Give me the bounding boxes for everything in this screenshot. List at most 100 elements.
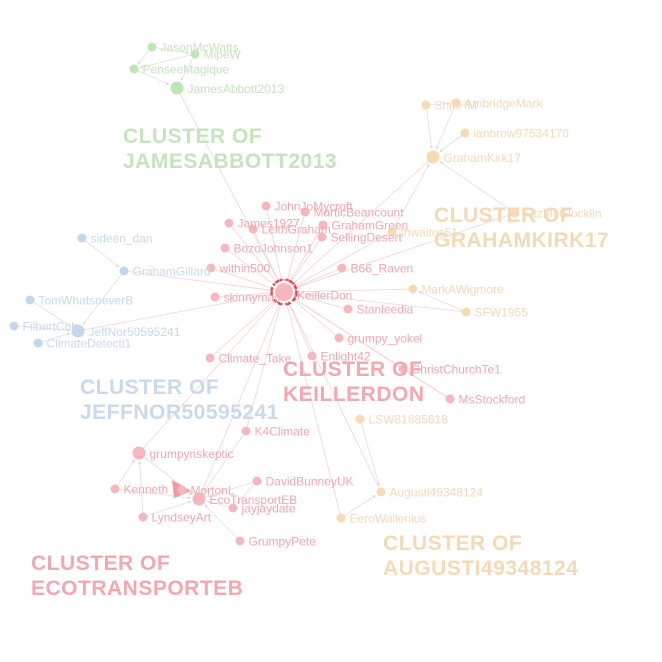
cluster-label-line2: AUGUSTI49348124 — [383, 557, 578, 580]
node-jayjaydate[interactable] — [228, 503, 238, 513]
node-JohnJoMycroft[interactable] — [261, 201, 271, 211]
edge-LyndseyArt-EcoTransportEB — [142, 500, 192, 518]
cluster-label-keillerdon: CLUSTER OF KEILLERDON — [283, 358, 425, 406]
node-grumpy_yokel[interactable] — [334, 333, 344, 343]
node-label-B66_Raven: B66_Raven — [351, 261, 414, 275]
cluster-label-line2: ECOTRANSPORTEB — [31, 577, 243, 600]
edge-JamesAbbott2013-KeillerDon — [176, 87, 280, 283]
node-label-JeffNor50595241: JeffNor50595241 — [89, 325, 181, 339]
node-SellingDesert[interactable] — [317, 232, 327, 242]
node-AmbridgeMark[interactable] — [451, 98, 461, 108]
edge-AmbridgeMark-GrahamKirk17 — [435, 102, 457, 150]
node-Augusti49348124[interactable] — [376, 487, 386, 497]
cluster-label-line2: KEILLERDON — [283, 383, 425, 406]
cluster-label-line1: CLUSTER OF — [31, 552, 170, 575]
node-JamesAbbott2013[interactable] — [170, 81, 184, 95]
edge-TomWhatsoeverB-JeffNor50595241 — [29, 299, 72, 327]
node-label-TomWhatsoeverB: TomWhatsoeverB — [39, 293, 134, 307]
node-EcoTransportEB[interactable] — [192, 492, 206, 506]
node-Stanleedia[interactable] — [343, 304, 353, 314]
edge-MsStockford-KeillerDon — [292, 297, 451, 400]
node-DavidBunneyUK[interactable] — [252, 476, 262, 486]
node-B66_Raven[interactable] — [337, 263, 347, 273]
node-ChristChurchTe1[interactable] — [398, 364, 408, 374]
node-label-Kenneth: Kenneth — [124, 482, 169, 496]
node-GrumpyPete[interactable] — [235, 536, 245, 546]
hub-ring — [271, 279, 297, 305]
node-KeillerDon[interactable] — [275, 283, 293, 301]
nodes-layer — [9, 42, 520, 546]
edge-skinnymac-KeillerDon — [214, 291, 274, 298]
node-label-KeillerDon: KeillerDon — [297, 289, 352, 303]
node-PenseeMagique[interactable] — [129, 64, 139, 74]
node-MsStockford[interactable] — [445, 394, 455, 404]
node-label-GrahamGillard: GrahamGillard — [133, 264, 211, 278]
node-MortonL[interactable] — [177, 485, 187, 495]
cluster-label-line1: CLUSTER OF — [283, 358, 422, 381]
node-label-MortonL: MortonL — [191, 483, 235, 497]
node-JasonMcWatts[interactable] — [147, 42, 157, 52]
node-Climate_Take[interactable] — [205, 353, 215, 363]
node-label-FilbertCob: FilbertCob — [23, 319, 79, 333]
node-labels-layer: KeillerDon JasonMcWattsMipeWPenseeMagique… — [23, 40, 602, 548]
node-LeithGraham[interactable] — [248, 224, 258, 234]
edge-MarkAWigmore-KeillerDon — [294, 288, 414, 294]
cluster-label-line2: JAMESABBOTT2013 — [123, 150, 337, 173]
node-FitzMcGlocklin[interactable] — [510, 208, 520, 218]
node-ClimateDetecti1[interactable] — [33, 338, 43, 348]
node-label-SFW1955: SFW1955 — [475, 305, 529, 319]
node-ianbrow97534170[interactable] — [460, 128, 470, 138]
node-TomWhatsoeverB[interactable] — [25, 295, 35, 305]
node-MarticBeancount[interactable] — [300, 207, 310, 217]
node-label-JohnJoMycroft: JohnJoMycroft — [275, 199, 354, 213]
node-label-grumpynskeptic: grumpynskeptic — [150, 447, 234, 461]
node-GrahamGreen[interactable] — [318, 220, 328, 230]
node-LyndseyArt[interactable] — [138, 512, 148, 522]
node-MarkAWigmore[interactable] — [408, 284, 418, 294]
edge-FitzMcGlocklin-KeillerDon — [293, 212, 516, 290]
edge-JohnJoMycroft-KeillerDon — [265, 205, 283, 282]
node-label-within500: within500 — [219, 261, 271, 275]
node-GrahamGillard[interactable] — [119, 266, 129, 276]
edge-Kenneth-grumpynskeptic — [114, 459, 135, 490]
edge-FitzMcGlocklin-GrahamKirk17 — [439, 161, 516, 214]
node-GrahamKirk17[interactable] — [426, 150, 440, 164]
edge-Kenneth-EcoTransportEB — [114, 488, 192, 500]
node-label-JasonMcWatts: JasonMcWatts — [161, 40, 239, 54]
node-Enlight42[interactable] — [307, 351, 317, 361]
node-ShinHM[interactable] — [421, 100, 431, 110]
edge-EeroWallenius-KeillerDon — [285, 302, 342, 519]
node-LSW81885618[interactable] — [355, 414, 365, 424]
node-thwaites[interactable] — [387, 227, 397, 237]
node-label-ShinHM: ShinHM — [435, 98, 478, 112]
node-grumpynskeptic[interactable] — [132, 446, 146, 460]
node-SFW1955[interactable] — [461, 307, 471, 317]
node-within500[interactable] — [206, 263, 216, 273]
edge-grumpynskeptic-KeillerDon — [138, 299, 277, 454]
edge-GrahamGillard-KeillerDon — [123, 270, 274, 292]
edge-Stanleedia-KeillerDon — [294, 293, 349, 310]
node-JeffNor50595241[interactable] — [71, 324, 85, 338]
edge-EeroWallenius-Augusti49348124 — [340, 495, 376, 519]
node-sideen_dan[interactable] — [77, 233, 87, 243]
edge-Climate_Take-KeillerDon — [209, 298, 277, 359]
node-James1[interactable] — [224, 218, 234, 228]
node-label-DavidBunneyUK: DavidBunneyUK — [266, 474, 354, 488]
node-MipeW[interactable] — [190, 49, 200, 59]
cluster-label-line1: CLUSTER OF — [123, 125, 262, 148]
node-Kenneth[interactable] — [110, 484, 120, 494]
node-label-GrumpyPete: GrumpyPete — [249, 534, 317, 548]
node-BozoJohnson1[interactable] — [220, 243, 230, 253]
node-FilbertCob[interactable] — [9, 321, 19, 331]
node-EeroWallenius[interactable] — [336, 513, 346, 523]
cluster-label-augusti: CLUSTER OF AUGUSTI49348124 — [383, 532, 578, 580]
edge-MipeW-PenseeMagique — [139, 53, 196, 69]
cluster-label-line2: JEFFNOR50595241 — [80, 401, 279, 424]
node-skinnymac[interactable] — [210, 292, 220, 302]
node-K4Climate[interactable] — [241, 426, 251, 436]
cluster-label-line1: CLUSTER OF — [383, 532, 522, 555]
cluster-label-ecotransport: CLUSTER OF ECOTRANSPORTEB — [31, 552, 243, 600]
edge-MarticBeancount-KeillerDon — [285, 211, 306, 282]
